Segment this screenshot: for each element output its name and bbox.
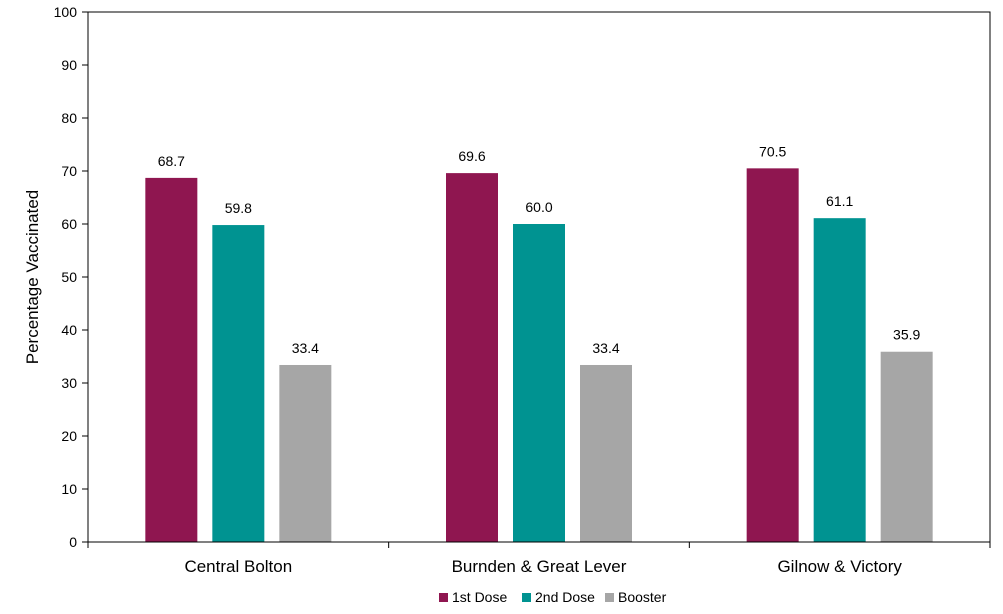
y-tick-label: 40 <box>61 322 77 338</box>
bar-booster <box>580 364 632 542</box>
bar-1st-dose <box>446 173 498 542</box>
legend: 1st Dose 2nd Dose Booster <box>439 589 667 605</box>
data-label: 60.0 <box>525 199 552 215</box>
y-tick-label: 50 <box>61 269 77 285</box>
bar-booster <box>279 364 332 542</box>
y-axis-title: Percentage Vaccinated <box>23 190 42 365</box>
bar-1st-dose <box>746 168 799 542</box>
bar-2nd-dose <box>513 224 565 542</box>
y-tick-label: 0 <box>69 534 77 550</box>
plot-area-border <box>87 11 991 543</box>
y-tick-label: 30 <box>61 375 77 391</box>
legend-label: Booster <box>618 589 667 605</box>
data-labels: 68.7 59.8 33.4 69.6 60.0 33.4 70.5 61.1 35.9 <box>158 143 921 356</box>
data-label: 33.4 <box>292 340 319 356</box>
y-tick-label: 90 <box>61 57 77 73</box>
data-label: 61.1 <box>826 193 853 209</box>
y-tick-label: 80 <box>61 110 77 126</box>
y-axis-ticks: 0 10 20 30 40 50 60 70 80 90 100 <box>54 4 88 550</box>
legend-swatch <box>439 593 448 602</box>
data-label: 33.4 <box>592 340 619 356</box>
x-category-label: Burnden & Great Lever <box>452 557 627 576</box>
x-axis-categories: Central Bolton Burnden & Great Lever Gilno… <box>184 557 902 576</box>
bar-2nd-dose <box>212 225 265 542</box>
y-tick-label: 100 <box>54 4 78 20</box>
y-tick-label: 20 <box>61 428 77 444</box>
legend-label: 1st Dose <box>452 589 507 605</box>
y-tick-label: 10 <box>61 481 77 497</box>
data-label: 69.6 <box>458 148 485 164</box>
legend-label: 2nd Dose <box>535 589 595 605</box>
data-label: 35.9 <box>893 327 920 343</box>
data-label: 70.5 <box>759 143 786 159</box>
axes <box>87 11 991 548</box>
bar-1st-dose <box>145 177 198 542</box>
data-label: 59.8 <box>225 200 252 216</box>
data-label: 68.7 <box>158 153 185 169</box>
x-category-label: Central Bolton <box>184 557 292 576</box>
bars <box>145 168 933 543</box>
y-tick-label: 60 <box>61 216 77 232</box>
legend-swatch <box>522 593 531 602</box>
bar-booster <box>880 351 933 542</box>
y-tick-label: 70 <box>61 163 77 179</box>
legend-swatch <box>605 593 614 602</box>
bar-2nd-dose <box>813 218 866 543</box>
x-category-label: Gilnow & Victory <box>777 557 902 576</box>
